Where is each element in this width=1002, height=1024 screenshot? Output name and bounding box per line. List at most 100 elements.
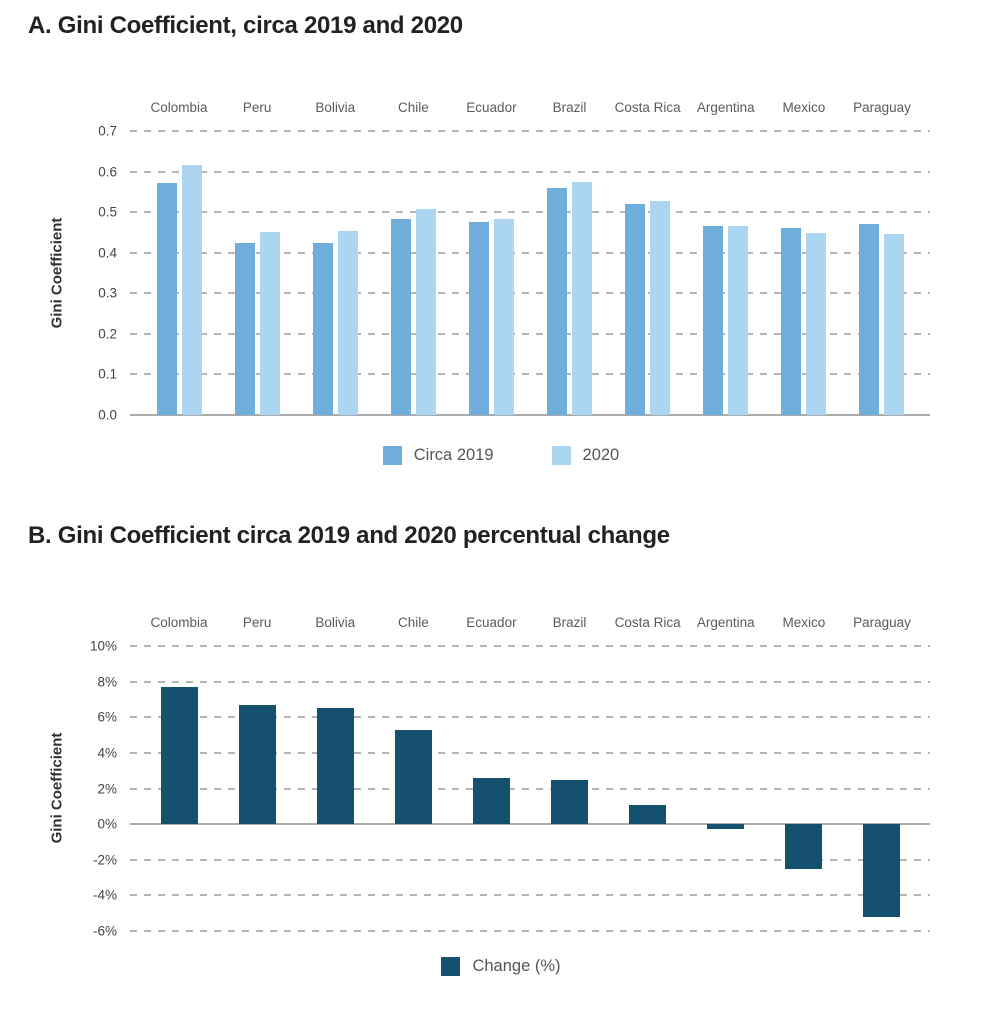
category-label-argentina: Argentina xyxy=(696,100,755,115)
y-tick-label-0-6: 0.6 xyxy=(98,164,117,180)
category-label-brazil: Brazil xyxy=(552,615,587,630)
y-tick-label-6: -6% xyxy=(92,923,117,939)
legend-swatch-2020 xyxy=(551,446,571,465)
bar-2020-costa-rica xyxy=(650,201,671,415)
legend-item-2020: 2020 xyxy=(551,446,620,465)
y-tick-label-0-4: 0.4 xyxy=(98,245,117,261)
bar-change-colombia xyxy=(160,686,198,825)
panel-a-plot-area: 0.7 0.6 0.5 0.4 0.3 0.2 0.1 0.0 Colombia Peru Boli… xyxy=(98,100,930,423)
gridline-0-2 xyxy=(130,332,930,335)
bar-circa-2019-costa-rica xyxy=(625,203,646,415)
gridline-0-6 xyxy=(130,170,930,173)
category-label-brazil: Brazil xyxy=(552,100,587,115)
gridline-8 xyxy=(130,680,930,683)
panel-b-y-axis-title: Gini Coefficient xyxy=(48,732,66,844)
bar-2020-chile xyxy=(415,208,436,415)
panel-a-legend: Circa 2019 2020 xyxy=(0,446,1002,465)
gridline-2 xyxy=(130,787,930,790)
y-tick-label-0: 0% xyxy=(97,816,117,832)
gridline-0-7 xyxy=(130,130,930,132)
panel-b-plot-area: 10% 8% 6% 4% 2% 0% -2% -4% -6% Colombia Peru Bolivi… xyxy=(90,615,930,939)
bar-2020-bolivia xyxy=(337,231,358,415)
y-tick-label-10: 10% xyxy=(89,638,117,654)
legend-swatch-change xyxy=(441,957,461,976)
y-tick-label-2: 2% xyxy=(97,781,117,796)
y-tick-label-0-0: 0.0 xyxy=(98,407,117,423)
bar-circa-2019-chile xyxy=(390,219,411,415)
gridline-6 xyxy=(130,716,930,719)
category-label-bolivia: Bolivia xyxy=(315,100,356,115)
category-label-peru: Peru xyxy=(242,615,272,630)
panel-b-legend: Change (%) xyxy=(0,957,1002,976)
bar-2020-paraguay xyxy=(884,233,905,415)
y-tick-label-4: 4% xyxy=(97,745,117,761)
bar-change-paraguay xyxy=(863,824,901,917)
bar-change-mexico xyxy=(785,824,823,869)
bar-circa-2019-brazil xyxy=(547,187,568,415)
legend-label-circa-2019: Circa 2019 xyxy=(413,446,494,464)
category-label-chile: Chile xyxy=(397,615,429,630)
category-label-ecuador: Ecuador xyxy=(466,615,517,630)
gridline-6 xyxy=(130,930,930,932)
legend-label-2020: 2020 xyxy=(582,446,620,464)
category-label-mexico: Mexico xyxy=(782,615,826,630)
bar-circa-2019-ecuador xyxy=(468,222,489,415)
category-label-paraguay: Paraguay xyxy=(853,615,911,630)
legend-label-change: Change (%) xyxy=(472,957,561,975)
category-label-mexico: Mexico xyxy=(782,100,826,115)
bar-2020-argentina xyxy=(728,225,749,415)
gridline-0-0 xyxy=(130,414,930,416)
bar-circa-2019-paraguay xyxy=(859,223,880,415)
bar-circa-2019-colombia xyxy=(156,182,177,415)
bar-change-chile xyxy=(394,729,432,825)
category-label-costa-rica: Costa Rica xyxy=(614,615,681,630)
bar-2020-peru xyxy=(259,232,280,415)
gridline-0 xyxy=(130,823,930,826)
panel-a-y-axis-title: Gini Coefficient xyxy=(48,217,66,329)
category-label-costa-rica: Costa Rica xyxy=(614,100,681,115)
bar-circa-2019-mexico xyxy=(781,227,802,415)
panel-a-title: A. Gini Coefficient, circa 2019 and 2020 xyxy=(28,12,463,39)
bar-2020-mexico xyxy=(806,232,827,415)
y-tick-label-0-1: 0.1 xyxy=(98,366,117,382)
category-label-argentina: Argentina xyxy=(696,615,755,630)
bar-2020-brazil xyxy=(572,182,593,415)
panel-b-title: B. Gini Coefficient circa 2019 and 2020 … xyxy=(28,522,670,549)
category-label-chile: Chile xyxy=(397,100,429,115)
gridline-0-3 xyxy=(130,292,930,295)
bar-change-peru xyxy=(238,704,276,825)
category-label-peru: Peru xyxy=(242,100,272,115)
bar-change-brazil xyxy=(551,779,589,825)
legend-item-change: Change (%) xyxy=(441,957,561,976)
y-tick-label-0-5: 0.5 xyxy=(98,204,117,220)
gridline-2 xyxy=(130,858,930,861)
bar-circa-2019-peru xyxy=(234,243,255,415)
y-tick-label-4: -4% xyxy=(92,887,117,903)
y-tick-label-6: 6% xyxy=(97,709,117,725)
bar-change-ecuador xyxy=(472,777,510,825)
bar-change-costa-rica xyxy=(629,804,667,825)
category-label-colombia: Colombia xyxy=(150,615,208,630)
category-label-colombia: Colombia xyxy=(150,100,208,115)
gridline-4 xyxy=(130,751,930,754)
category-label-bolivia: Bolivia xyxy=(315,615,356,630)
gridline-10 xyxy=(130,645,930,647)
gridline-4 xyxy=(130,894,930,897)
legend-swatch-circa-2019 xyxy=(382,446,402,465)
bar-circa-2019-argentina xyxy=(703,225,724,415)
y-tick-label-0-3: 0.3 xyxy=(98,285,117,301)
gridline-0-4 xyxy=(130,251,930,254)
bar-2020-colombia xyxy=(181,165,202,415)
legend-item-circa-2019: Circa 2019 xyxy=(382,446,494,465)
y-tick-label-0-7: 0.7 xyxy=(98,123,117,139)
y-tick-label-2: -2% xyxy=(92,852,117,868)
bar-2020-ecuador xyxy=(493,219,514,415)
gridline-0-1 xyxy=(130,373,930,376)
y-tick-label-0-2: 0.2 xyxy=(98,326,117,342)
gridline-0-5 xyxy=(130,211,930,214)
bar-circa-2019-bolivia xyxy=(312,242,333,415)
y-tick-label-8: 8% xyxy=(97,674,117,690)
bar-change-bolivia xyxy=(316,708,354,825)
category-label-ecuador: Ecuador xyxy=(466,100,517,115)
